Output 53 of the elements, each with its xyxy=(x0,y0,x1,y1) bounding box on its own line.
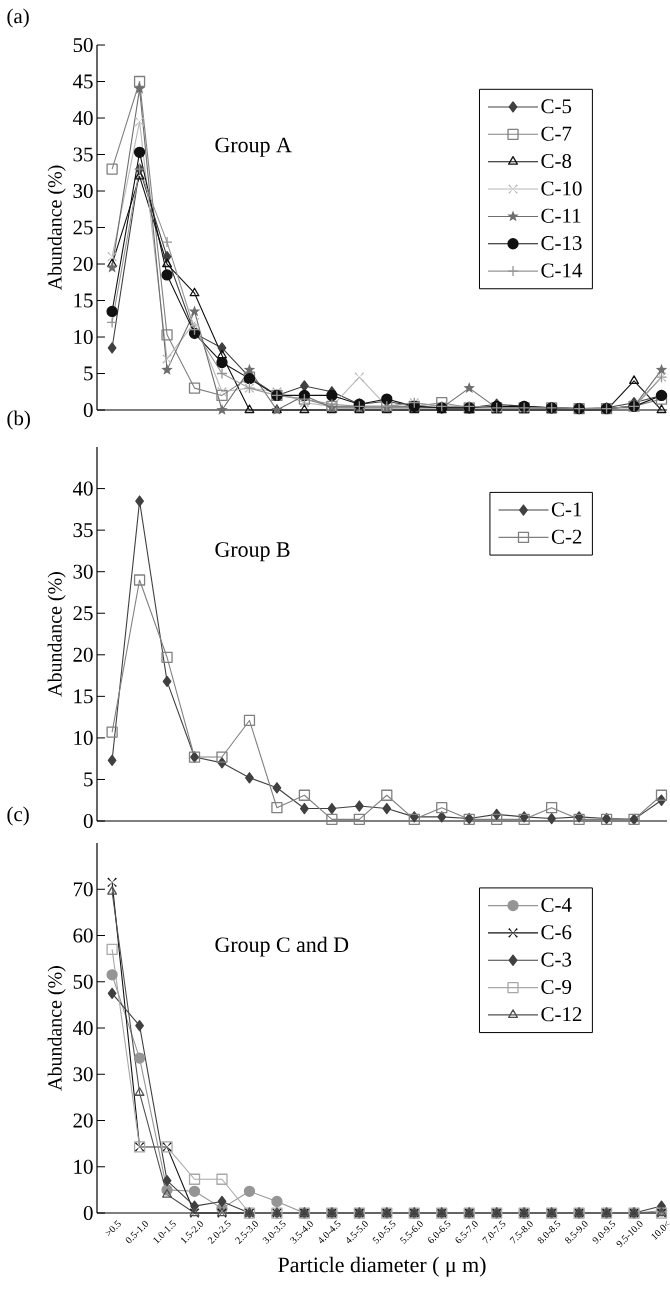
x-axis-title: Particle diameter ( μ m) xyxy=(278,1256,486,1277)
y-tick-label: 40 xyxy=(72,1020,93,1036)
legend-label: C-12 xyxy=(541,1007,582,1022)
y-tick-label: 50 xyxy=(73,37,93,53)
x-tick-label: >0.5 xyxy=(105,1220,121,1237)
y-tick-label: 5 xyxy=(84,366,93,381)
legend-label: C-8 xyxy=(541,153,572,169)
y-tick-label: 15 xyxy=(74,689,93,704)
y-tick-label: 35 xyxy=(73,523,93,538)
legend-label: C-2 xyxy=(551,529,582,544)
y-tick-label: 20 xyxy=(73,256,93,272)
y-tick-label: 30 xyxy=(73,183,93,199)
y-axis-title: Abundance (%) xyxy=(47,572,66,697)
y-tick-label: 30 xyxy=(73,564,93,579)
chart-title: (c) xyxy=(7,806,29,826)
y-tick-label: 10 xyxy=(74,1159,93,1174)
legend-label: C-3 xyxy=(541,952,572,967)
y-tick-label: 40 xyxy=(72,110,93,126)
legend-label: C-11 xyxy=(541,208,581,223)
y-tick-label: 45 xyxy=(72,74,93,89)
annotation: Group A xyxy=(215,137,292,157)
y-tick-label: 10 xyxy=(74,329,93,345)
annotation: Group B xyxy=(215,542,290,562)
y-tick-label: 0 xyxy=(83,402,93,418)
y-tick-label: 15 xyxy=(74,293,93,308)
legend-label: C-4 xyxy=(541,897,572,912)
chart-title: (a) xyxy=(7,8,29,28)
y-tick-label: 10 xyxy=(74,730,93,745)
y-tick-label: 0 xyxy=(83,813,93,829)
y-tick-label: 30 xyxy=(73,1067,93,1082)
y-tick-label: 25 xyxy=(73,606,93,621)
y-tick-label: 20 xyxy=(73,1113,93,1128)
legend-label: C-5 xyxy=(541,99,572,114)
y-axis-title: Abundance (%) xyxy=(47,165,66,291)
y-axis-title: Abundance (%) xyxy=(47,966,66,1091)
y-tick-label: 50 xyxy=(73,974,93,989)
legend-label: C-10 xyxy=(541,181,582,196)
legend-label: C-14 xyxy=(541,263,583,278)
y-tick-label: 20 xyxy=(73,647,93,662)
y-tick-label: 60 xyxy=(73,928,93,943)
y-tick-label: 70 xyxy=(73,882,93,897)
y-tick-label: 25 xyxy=(73,220,93,235)
y-tick-label: 40 xyxy=(72,481,93,496)
annotation: Group C and D xyxy=(215,936,349,957)
legend-label: C-9 xyxy=(541,979,572,994)
legend-label: C-13 xyxy=(541,236,582,251)
y-tick-label: 35 xyxy=(73,147,93,162)
legend-label: C-6 xyxy=(541,925,572,940)
legend-label: C-7 xyxy=(541,126,572,141)
legend-label: C-1 xyxy=(551,502,582,517)
chart-title: (b) xyxy=(7,410,30,430)
y-tick-label: 0 xyxy=(83,1205,93,1221)
y-tick-label: 5 xyxy=(84,772,93,787)
